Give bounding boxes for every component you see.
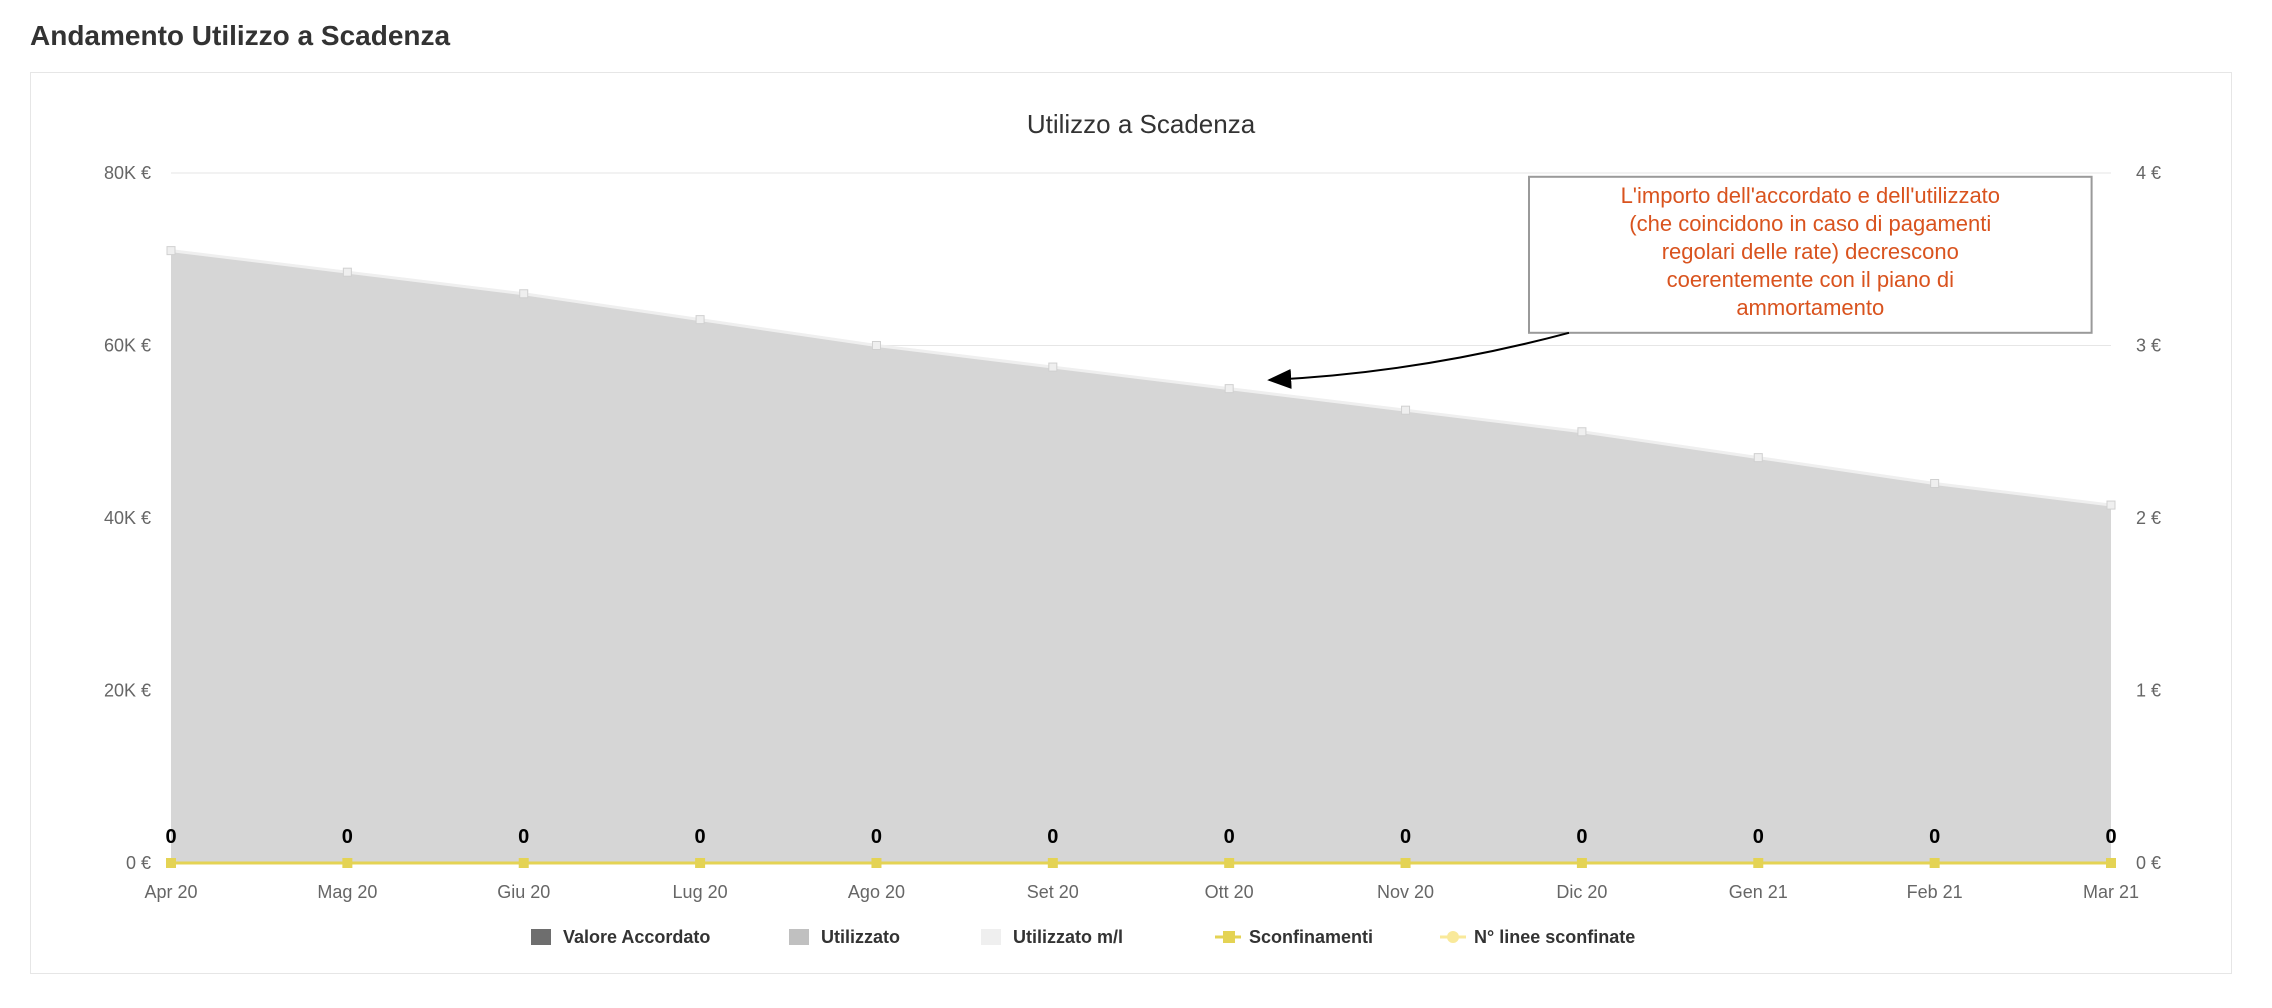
callout-text: ammortamento bbox=[1736, 295, 1884, 320]
marker-utilizzato-ml bbox=[2107, 501, 2115, 509]
marker-utilizzato-ml bbox=[696, 316, 704, 324]
marker-sconfinamenti bbox=[1048, 858, 1058, 868]
legend-label[interactable]: Valore Accordato bbox=[563, 927, 710, 947]
marker-utilizzato-ml bbox=[343, 268, 351, 276]
x-tick-label: Apr 20 bbox=[144, 882, 197, 902]
data-label-sconfinamenti: 0 bbox=[1400, 826, 1411, 848]
x-tick-label: Mar 21 bbox=[2083, 882, 2139, 902]
section-title: Andamento Utilizzo a Scadenza bbox=[30, 20, 2242, 52]
y-right-tick-label: 4 € bbox=[2136, 163, 2161, 183]
marker-utilizzato-ml bbox=[1931, 480, 1939, 488]
marker-utilizzato-ml bbox=[167, 247, 175, 255]
data-label-sconfinamenti: 0 bbox=[1753, 826, 1764, 848]
y-left-tick-label: 20K € bbox=[104, 681, 151, 701]
legend-label[interactable]: Utilizzato m/l bbox=[1013, 927, 1123, 947]
chart-svg: Utilizzo a Scadenza 0 € 20K € 40K € 60K € 80K… bbox=[31, 73, 2231, 973]
x-tick-label: Mag 20 bbox=[317, 882, 377, 902]
marker-utilizzato-ml bbox=[1402, 406, 1410, 414]
data-label-sconfinamenti: 0 bbox=[695, 826, 706, 848]
x-tick-label: Nov 20 bbox=[1377, 882, 1434, 902]
x-tick-label: Gen 21 bbox=[1729, 882, 1788, 902]
marker-sconfinamenti bbox=[1224, 858, 1234, 868]
data-label-sconfinamenti: 0 bbox=[871, 826, 882, 848]
x-tick-label: Feb 21 bbox=[1907, 882, 1963, 902]
data-label-sconfinamenti: 0 bbox=[518, 826, 529, 848]
y-left-tick-label: 60K € bbox=[104, 336, 151, 356]
marker-sconfinamenti bbox=[166, 858, 176, 868]
data-label-sconfinamenti: 0 bbox=[1224, 826, 1235, 848]
marker-utilizzato-ml bbox=[872, 342, 880, 350]
callout-arrow bbox=[1269, 333, 1569, 380]
marker-sconfinamenti bbox=[1401, 858, 1411, 868]
legend-label[interactable]: N° linee sconfinate bbox=[1474, 927, 1635, 947]
data-label-sconfinamenti: 0 bbox=[1047, 826, 1058, 848]
y-right-tick-label: 2 € bbox=[2136, 508, 2161, 528]
marker-sconfinamenti bbox=[1930, 858, 1940, 868]
data-label-sconfinamenti: 0 bbox=[2105, 826, 2116, 848]
x-tick-label: Giu 20 bbox=[497, 882, 550, 902]
marker-sconfinamenti bbox=[695, 858, 705, 868]
x-tick-label: Lug 20 bbox=[673, 882, 728, 902]
legend-swatch[interactable] bbox=[789, 929, 809, 945]
data-label-sconfinamenti: 0 bbox=[1576, 826, 1587, 848]
marker-sconfinamenti bbox=[342, 858, 352, 868]
callout-text: regolari delle rate) decrescono bbox=[1662, 239, 1959, 264]
chart-title: Utilizzo a Scadenza bbox=[1027, 109, 1256, 139]
callout-text: L'importo dell'accordato e dell'utilizza… bbox=[1621, 183, 2000, 208]
legend-swatch-marker bbox=[1447, 931, 1459, 943]
marker-utilizzato-ml bbox=[1754, 454, 1762, 462]
legend-swatch-marker bbox=[1223, 931, 1235, 943]
marker-sconfinamenti bbox=[519, 858, 529, 868]
legend-swatch[interactable] bbox=[981, 929, 1001, 945]
callout-text: (che coincidono in caso di pagamenti bbox=[1629, 211, 1991, 236]
marker-utilizzato-ml bbox=[1578, 428, 1586, 436]
y-right-tick-label: 1 € bbox=[2136, 681, 2161, 701]
x-tick-label: Set 20 bbox=[1027, 882, 1079, 902]
callout-text: coerentemente con il piano di bbox=[1667, 267, 1954, 292]
data-label-sconfinamenti: 0 bbox=[342, 826, 353, 848]
marker-utilizzato-ml bbox=[1049, 363, 1057, 371]
y-right-tick-label: 0 € bbox=[2136, 853, 2161, 873]
marker-sconfinamenti bbox=[1753, 858, 1763, 868]
marker-sconfinamenti bbox=[871, 858, 881, 868]
area-valore-accordato bbox=[171, 251, 2111, 863]
x-tick-label: Ago 20 bbox=[848, 882, 905, 902]
marker-sconfinamenti bbox=[2106, 858, 2116, 868]
y-left-tick-label: 40K € bbox=[104, 508, 151, 528]
data-label-sconfinamenti: 0 bbox=[165, 826, 176, 848]
legend-swatch[interactable] bbox=[531, 929, 551, 945]
x-tick-label: Ott 20 bbox=[1205, 882, 1254, 902]
marker-sconfinamenti bbox=[1577, 858, 1587, 868]
legend-label[interactable]: Sconfinamenti bbox=[1249, 927, 1373, 947]
data-label-sconfinamenti: 0 bbox=[1929, 826, 1940, 848]
x-tick-label: Dic 20 bbox=[1556, 882, 1607, 902]
legend-label[interactable]: Utilizzato bbox=[821, 927, 900, 947]
marker-utilizzato-ml bbox=[1225, 385, 1233, 393]
marker-utilizzato-ml bbox=[520, 290, 528, 298]
y-left-tick-label: 0 € bbox=[126, 853, 151, 873]
chart-container: Utilizzo a Scadenza 0 € 20K € 40K € 60K € 80K… bbox=[30, 72, 2232, 974]
y-left-tick-label: 80K € bbox=[104, 163, 151, 183]
y-right-tick-label: 3 € bbox=[2136, 336, 2161, 356]
